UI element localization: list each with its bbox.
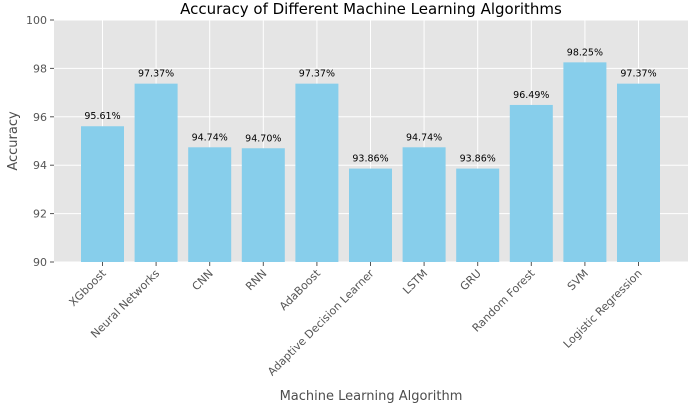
data-label: 95.61% (84, 111, 120, 122)
bars-group (81, 62, 660, 262)
x-tick-label: LSTM (400, 267, 430, 297)
x-tick-label: SVM (565, 267, 591, 293)
bar-adaptive-decision-learner (349, 168, 392, 262)
bar-xgboost (81, 126, 124, 262)
bar-logistic-regression (617, 83, 660, 262)
x-axis-label: Machine Learning Algorithm (280, 389, 463, 404)
bar-gru (456, 168, 500, 262)
y-axis-label: Accuracy (6, 111, 21, 171)
y-tick-label: 98 (33, 62, 47, 75)
x-tick-label: RNN (243, 267, 269, 293)
data-label: 94.70% (245, 133, 281, 144)
bar-random-forest (509, 104, 553, 262)
x-tick-label: GRU (458, 267, 484, 293)
x-tick-label: Adaptive Decision Learner (265, 267, 377, 379)
bar-cnn (188, 147, 232, 262)
data-label: 97.37% (620, 69, 656, 80)
data-label: 94.74% (192, 132, 228, 143)
bar-rnn (241, 148, 285, 262)
y-tick-label: 96 (33, 111, 47, 124)
y-tick-label: 90 (33, 256, 47, 269)
data-label: 96.49% (513, 90, 549, 101)
bar-neural-networks (134, 83, 178, 262)
data-label: 97.37% (138, 69, 174, 80)
y-tick-label: 92 (33, 208, 47, 221)
x-tick-label: CNN (190, 267, 216, 293)
x-tick-label: AdaBoost (277, 266, 324, 313)
chart-title: Accuracy of Different Machine Learning A… (180, 0, 562, 18)
data-labels-group: 95.61% 97.37% 94.74% 94.70% 97.37% 93.86% 94.7… (84, 47, 656, 164)
bar-svm (563, 62, 607, 262)
y-axis-ticks: 90 92 94 96 98 100 (26, 14, 54, 269)
data-label: 97.37% (299, 69, 335, 80)
y-tick-label: 94 (33, 159, 47, 172)
bar-lstm (402, 147, 446, 262)
x-tick-label: XGboost (67, 266, 110, 309)
data-label: 93.86% (460, 154, 496, 165)
data-label: 94.74% (406, 132, 442, 143)
data-label: 93.86% (352, 154, 388, 165)
y-tick-label: 100 (26, 14, 47, 27)
data-label: 98.25% (567, 47, 603, 58)
bar-adaboost (295, 83, 339, 262)
